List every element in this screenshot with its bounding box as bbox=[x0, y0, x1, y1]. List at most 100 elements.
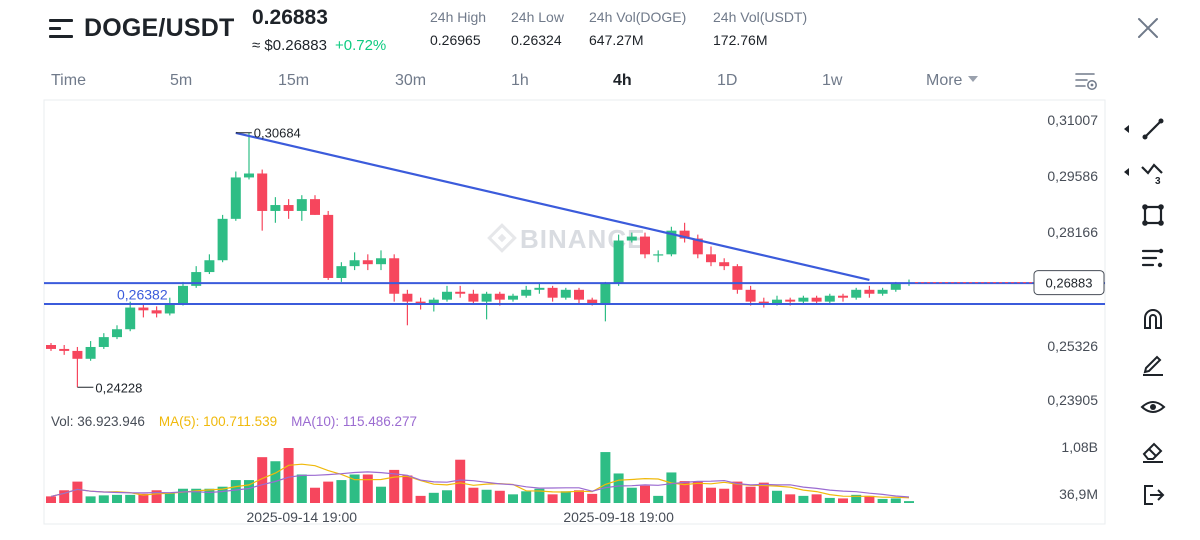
volume-bar bbox=[442, 490, 452, 503]
candle bbox=[230, 171, 241, 221]
high-label: 0,30684 bbox=[254, 126, 301, 141]
candle-body bbox=[415, 301, 426, 304]
exit-icon[interactable] bbox=[1140, 482, 1166, 508]
price-tick-label: 0,23905 bbox=[1047, 392, 1098, 408]
volume-bar bbox=[138, 493, 149, 503]
fib-tool-icon[interactable] bbox=[1140, 246, 1166, 272]
volume-bar bbox=[244, 480, 254, 503]
candle bbox=[164, 297, 175, 316]
candle bbox=[336, 262, 347, 282]
stat-label: 24h Vol(DOGE) bbox=[589, 9, 687, 25]
ma10-line bbox=[50, 471, 910, 498]
volume-bar bbox=[534, 488, 545, 503]
volume-bar bbox=[890, 498, 901, 503]
svg-text:3: 3 bbox=[1155, 176, 1161, 185]
candle bbox=[824, 293, 835, 304]
price-usd: ≈ $0.26883 bbox=[252, 37, 327, 54]
volume-bar bbox=[838, 498, 848, 503]
candle bbox=[692, 234, 703, 259]
volume-bar bbox=[824, 497, 835, 503]
volume-bar bbox=[59, 490, 70, 503]
candle bbox=[376, 250, 386, 271]
price-usd-line: ≈ $0.26883 +0.72% bbox=[252, 37, 386, 54]
time-tick-label: 2025-09-14 19:00 bbox=[247, 509, 358, 525]
volume-bar bbox=[85, 496, 96, 503]
candle-body bbox=[534, 287, 545, 290]
volume-bar bbox=[257, 457, 268, 503]
candle-body bbox=[890, 283, 901, 290]
candle-body bbox=[706, 254, 716, 263]
volume-bar bbox=[692, 481, 703, 503]
volume-bar bbox=[402, 475, 413, 503]
candlestick-chart[interactable]: BINANCE 0,26883 0,31007 0,29586 0,28166 0,25… bbox=[0, 96, 1120, 526]
candle-body bbox=[85, 346, 96, 359]
tab-4h[interactable]: 4h bbox=[613, 72, 632, 89]
candle bbox=[283, 199, 294, 219]
candle bbox=[204, 254, 215, 275]
tab-5m[interactable]: 5m bbox=[170, 72, 193, 89]
tab-more[interactable]: More bbox=[926, 72, 979, 90]
tab-time[interactable]: Time bbox=[51, 72, 86, 89]
candle-body bbox=[851, 289, 862, 298]
stat-24h-vol-usdt: 24h Vol(USDT) 172.76M bbox=[713, 9, 807, 48]
trend-lines bbox=[44, 131, 1105, 305]
volume-bar bbox=[560, 491, 571, 503]
volume-label: Vol: 36.923.946 bbox=[51, 414, 145, 429]
candle bbox=[468, 289, 479, 304]
candle bbox=[600, 281, 611, 322]
volume-bar bbox=[547, 494, 558, 503]
candle-body bbox=[257, 173, 268, 211]
candle bbox=[719, 258, 730, 271]
close-icon[interactable] bbox=[1136, 16, 1160, 40]
chart-settings-icon[interactable] bbox=[1074, 70, 1098, 92]
chevron-down-icon bbox=[968, 76, 979, 82]
eye-icon[interactable] bbox=[1140, 394, 1166, 420]
candle-body bbox=[336, 266, 347, 278]
volume-bar bbox=[864, 495, 875, 503]
volume-bar bbox=[415, 495, 426, 503]
candle-body bbox=[217, 218, 228, 261]
expand-caret-icon[interactable] bbox=[1124, 168, 1129, 176]
rectangle-tool-icon[interactable] bbox=[1140, 202, 1166, 228]
volume-bar bbox=[376, 486, 386, 503]
candle bbox=[811, 295, 822, 304]
candle bbox=[151, 306, 162, 318]
volume-bar bbox=[481, 489, 492, 503]
tab-1h[interactable]: 1h bbox=[511, 72, 529, 89]
stat-label: 24h Vol(USDT) bbox=[713, 9, 808, 25]
trendline-tool-icon[interactable] bbox=[1140, 116, 1166, 142]
tab-1w[interactable]: 1w bbox=[822, 72, 843, 89]
volume-bar bbox=[666, 472, 677, 503]
multi-line-tool-icon[interactable]: 3 bbox=[1140, 159, 1166, 187]
candle-body bbox=[508, 295, 518, 300]
candle-body bbox=[547, 287, 558, 298]
candle-body bbox=[732, 266, 743, 290]
candle bbox=[481, 291, 492, 320]
eraser-icon[interactable] bbox=[1140, 438, 1166, 464]
volume-bar bbox=[626, 487, 637, 503]
volume-bar bbox=[112, 494, 122, 503]
candle bbox=[877, 287, 888, 296]
price-tick-label: 0,31007 bbox=[1047, 112, 1098, 128]
magnet-icon[interactable] bbox=[1140, 306, 1166, 332]
volume-bar bbox=[653, 495, 664, 503]
drawing-toolbar: 3 bbox=[1122, 100, 1192, 520]
tab-30m[interactable]: 30m bbox=[395, 72, 427, 89]
candle-body bbox=[296, 199, 307, 211]
volume-bar bbox=[508, 494, 518, 503]
expand-caret-icon[interactable] bbox=[1124, 125, 1129, 133]
candle bbox=[310, 195, 320, 215]
chart-labels: 0,26883 0,31007 0,29586 0,28166 0,25326 0,239… bbox=[51, 112, 1105, 525]
candle-body bbox=[679, 230, 690, 239]
pencil-icon[interactable] bbox=[1140, 350, 1166, 376]
volume-bar bbox=[362, 474, 373, 503]
ma5-label: MA(5): 100.711.539 bbox=[159, 414, 277, 429]
tab-1d[interactable]: 1D bbox=[717, 72, 738, 89]
candle bbox=[402, 289, 413, 326]
menu-icon[interactable] bbox=[49, 18, 73, 40]
tab-15m[interactable]: 15m bbox=[278, 72, 310, 89]
candle bbox=[191, 266, 202, 288]
candle bbox=[98, 333, 109, 349]
candle bbox=[574, 287, 584, 304]
volume-bar bbox=[164, 492, 175, 503]
